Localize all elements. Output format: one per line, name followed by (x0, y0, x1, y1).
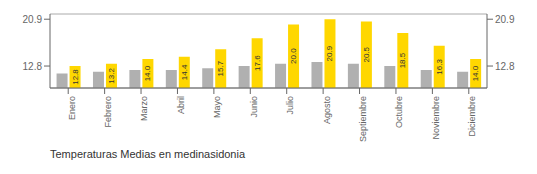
svg-text:Septiembre: Septiembre (358, 96, 368, 142)
svg-text:12.8: 12.8 (495, 61, 515, 72)
svg-text:16.3: 16.3 (435, 59, 444, 75)
svg-text:18.5: 18.5 (398, 52, 407, 68)
svg-text:Julio: Julio (285, 96, 295, 115)
svg-text:14.0: 14.0 (143, 65, 152, 81)
svg-text:14.4: 14.4 (180, 64, 189, 80)
svg-text:20.5: 20.5 (362, 46, 371, 62)
svg-text:Octubre: Octubre (394, 96, 404, 128)
svg-text:Noviembre: Noviembre (431, 96, 441, 140)
svg-text:17.6: 17.6 (253, 55, 262, 71)
svg-text:Mayo: Mayo (212, 96, 222, 118)
svg-text:Marzo: Marzo (139, 96, 149, 121)
html-text:Temperaturas Medias en medinas: Temperaturas Medias en medinasidonia (50, 148, 246, 160)
svg-text:20.0: 20.0 (289, 48, 298, 64)
svg-text:Agosto: Agosto (322, 96, 332, 124)
svg-text:15.7: 15.7 (216, 60, 225, 76)
svg-text:12.8: 12.8 (23, 61, 43, 72)
svg-text:12.8: 12.8 (71, 69, 80, 85)
svg-text:Abril: Abril (176, 96, 186, 114)
svg-text:Febrero: Febrero (103, 96, 113, 128)
svg-text:Diciembre: Diciembre (467, 96, 477, 137)
svg-text:Junio: Junio (249, 96, 259, 118)
svg-text:Enero: Enero (67, 96, 77, 120)
svg-text:20.9: 20.9 (325, 45, 334, 61)
svg-text:14.0: 14.0 (471, 65, 480, 81)
svg-text:20.9: 20.9 (23, 14, 43, 25)
svg-text:13.2: 13.2 (107, 68, 116, 84)
svg-text:20.9: 20.9 (495, 14, 515, 25)
